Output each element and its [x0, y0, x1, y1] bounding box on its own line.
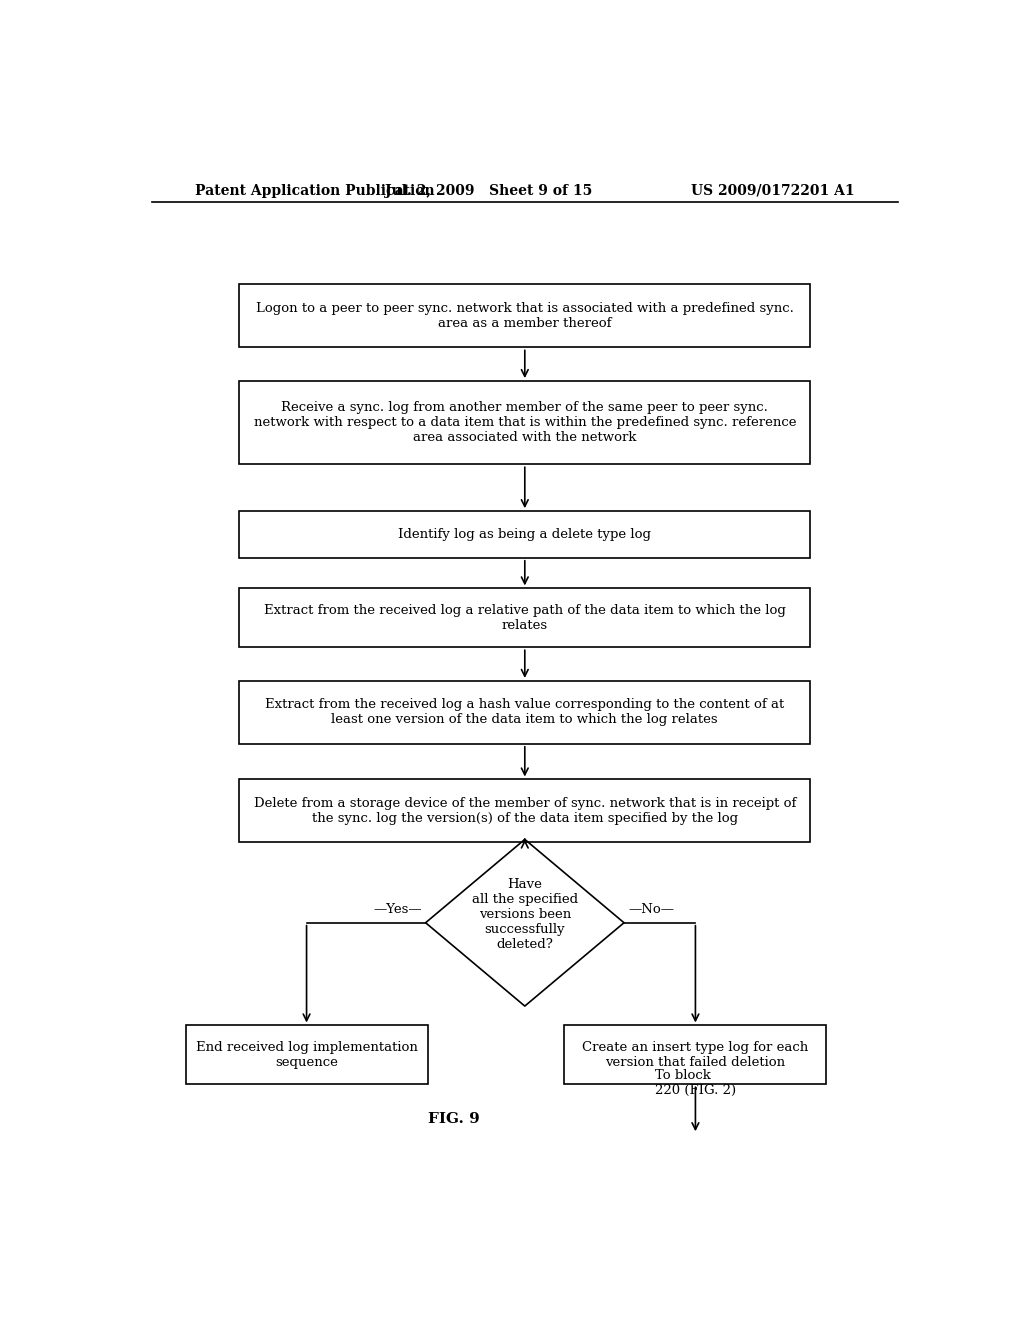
Text: Have
all the specified
versions been
successfully
deleted?: Have all the specified versions been suc…	[472, 878, 578, 952]
Text: Jul. 2, 2009   Sheet 9 of 15: Jul. 2, 2009 Sheet 9 of 15	[385, 183, 593, 198]
Text: End received log implementation
sequence: End received log implementation sequence	[196, 1041, 418, 1069]
Text: Patent Application Publication: Patent Application Publication	[196, 183, 435, 198]
Text: Delete from a storage device of the member of sync. network that is in receipt o: Delete from a storage device of the memb…	[254, 797, 796, 825]
FancyBboxPatch shape	[240, 681, 811, 744]
Text: To block
220 (FIG. 2): To block 220 (FIG. 2)	[655, 1069, 736, 1097]
FancyBboxPatch shape	[240, 779, 811, 842]
Text: Extract from the received log a hash value corresponding to the content of at
le: Extract from the received log a hash val…	[265, 698, 784, 726]
Text: —No—: —No—	[628, 903, 674, 916]
FancyBboxPatch shape	[240, 381, 811, 465]
Text: Receive a sync. log from another member of the same peer to peer sync.
network w: Receive a sync. log from another member …	[254, 401, 796, 444]
Text: Create an insert type log for each
version that failed deletion: Create an insert type log for each versi…	[583, 1041, 809, 1069]
FancyBboxPatch shape	[240, 589, 811, 647]
Text: Identify log as being a delete type log: Identify log as being a delete type log	[398, 528, 651, 541]
FancyBboxPatch shape	[240, 284, 811, 347]
Text: —Yes—: —Yes—	[373, 903, 422, 916]
FancyBboxPatch shape	[240, 511, 811, 558]
Text: Extract from the received log a relative path of the data item to which the log
: Extract from the received log a relative…	[264, 603, 785, 632]
Text: FIG. 9: FIG. 9	[427, 1111, 479, 1126]
Text: Logon to a peer to peer sync. network that is associated with a predefined sync.: Logon to a peer to peer sync. network th…	[256, 302, 794, 330]
FancyBboxPatch shape	[185, 1026, 428, 1084]
FancyBboxPatch shape	[564, 1026, 826, 1084]
Text: US 2009/0172201 A1: US 2009/0172201 A1	[690, 183, 854, 198]
